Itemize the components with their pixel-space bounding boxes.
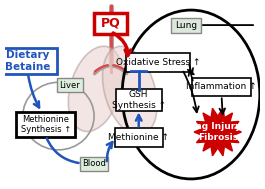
Text: Lung Injury &
Fibrosis: Lung Injury & Fibrosis xyxy=(183,122,252,142)
Text: PQ: PQ xyxy=(101,17,121,30)
Text: Liver: Liver xyxy=(60,81,80,90)
Ellipse shape xyxy=(68,46,122,132)
Ellipse shape xyxy=(103,46,157,135)
Text: Inflammation ↑: Inflammation ↑ xyxy=(186,82,257,91)
Polygon shape xyxy=(194,108,241,156)
FancyBboxPatch shape xyxy=(114,128,163,147)
FancyBboxPatch shape xyxy=(192,78,251,96)
Text: Oxidative Stress ↑: Oxidative Stress ↑ xyxy=(116,58,200,67)
FancyBboxPatch shape xyxy=(126,53,190,72)
Text: Dietary
Betaine: Dietary Betaine xyxy=(5,50,51,71)
FancyBboxPatch shape xyxy=(116,89,162,111)
Text: GSH
Synthesis ↑: GSH Synthesis ↑ xyxy=(112,90,166,110)
Text: Methionine ↑: Methionine ↑ xyxy=(108,133,169,142)
FancyBboxPatch shape xyxy=(0,48,57,74)
Text: Methionine
Synthesis ↑: Methionine Synthesis ↑ xyxy=(21,115,71,134)
Text: Lung: Lung xyxy=(175,21,197,30)
FancyBboxPatch shape xyxy=(57,78,83,92)
FancyBboxPatch shape xyxy=(16,112,75,137)
FancyBboxPatch shape xyxy=(80,157,108,171)
FancyBboxPatch shape xyxy=(171,18,201,33)
Text: Blood: Blood xyxy=(82,159,106,168)
FancyBboxPatch shape xyxy=(94,13,127,33)
